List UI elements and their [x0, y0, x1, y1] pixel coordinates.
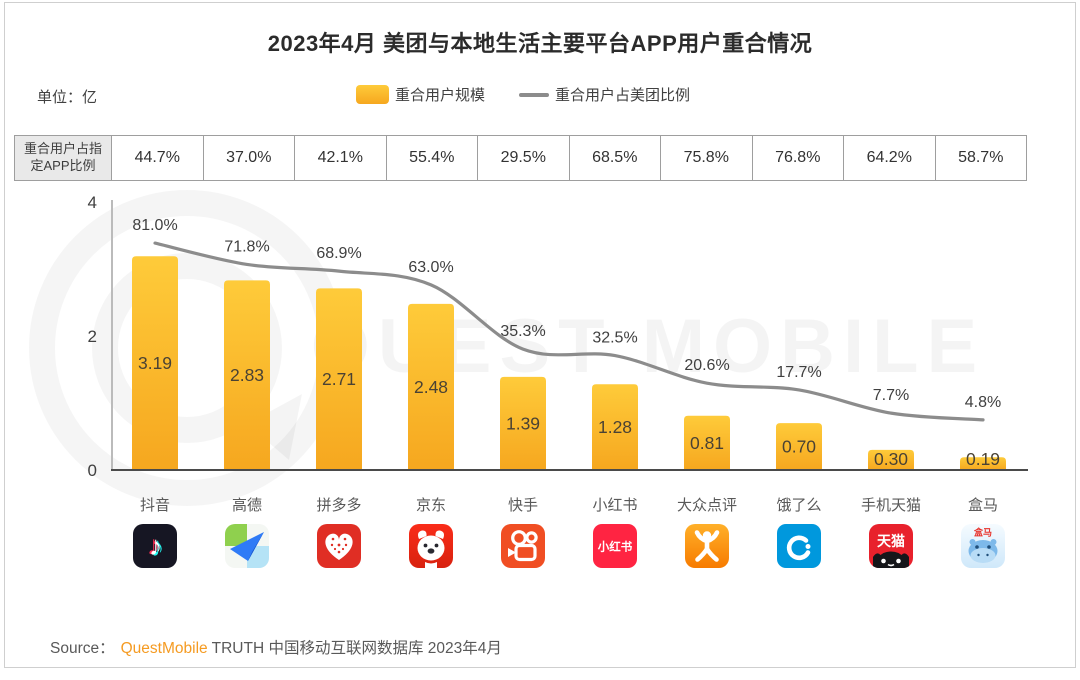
line-value-label: 20.6% [684, 357, 729, 374]
line-value-label: 63.0% [408, 259, 453, 276]
legend-bar-label: 重合用户规模 [395, 87, 486, 104]
bar-value-label: 1.39 [506, 413, 540, 433]
bar-value-label: 2.83 [230, 365, 264, 385]
bar-pinduoduo [316, 288, 362, 470]
legend-item-line: 重合用户占美团比例 [519, 84, 690, 105]
source-suffix: TRUTH 中国移动互联网数据库 2023年4月 [211, 640, 502, 657]
bar-value-label: 2.71 [322, 369, 356, 389]
category-label-hema: 盒马 [967, 497, 998, 514]
table-cell-pinduoduo: 42.1% [295, 135, 387, 181]
svg-text:盒马: 盒马 [973, 527, 992, 538]
table-values: 44.7% 37.0% 42.1% 55.4% 29.5% 68.5% 75.8% 76.8%… [112, 135, 1027, 181]
category-label-pinduoduo: 拼多多 [316, 497, 362, 514]
category-label-xiaohongshu: 小红书 [592, 497, 638, 514]
unit-label: 单位：亿 [37, 89, 98, 106]
line-value-label: 17.7% [776, 364, 821, 381]
bar-kuaishou [500, 376, 546, 470]
line-value-label: 71.8% [224, 238, 269, 255]
table-cell-jd: 55.4% [386, 135, 478, 181]
amap-app-icon [225, 524, 269, 568]
bar-jd [408, 303, 454, 470]
table-cell-kuaishou: 29.5% [478, 135, 570, 181]
bar-value-label: 0.19 [966, 449, 1000, 469]
svg-text:小红书: 小红书 [597, 540, 633, 554]
source-prefix: Source： [50, 640, 115, 657]
line-value-label: 81.0% [132, 217, 177, 234]
category-label-amap: 高德 [231, 497, 262, 514]
y-axis-tick-label: 2 [88, 327, 97, 346]
category-label-jd: 京东 [415, 497, 446, 514]
source-brand: QuestMobile [120, 640, 208, 657]
eleme-app-icon [777, 524, 821, 568]
category-label-kuaishou: 快手 [507, 497, 538, 514]
tmall-app-icon: 天猫 [869, 524, 913, 568]
category-label-tmall: 手机天猫 [860, 497, 921, 514]
bar-tmall [868, 449, 914, 470]
y-axis-tick-label: 4 [88, 193, 97, 212]
bar-series-swatch-icon [356, 85, 389, 104]
legend-line-label: 重合用户占美团比例 [555, 87, 691, 104]
line-value-label: 68.9% [316, 245, 361, 262]
bar-dianping [684, 415, 730, 470]
bar-xiaohongshu [592, 384, 638, 470]
svg-text:♪: ♪ [147, 531, 161, 561]
table-cell-xiaohongshu: 68.5% [569, 135, 661, 181]
xiaohongshu-app-icon: 小红书 [593, 524, 637, 568]
line-value-label: 35.3% [500, 323, 545, 340]
bar-hema [960, 457, 1006, 470]
line-value-label: 4.8% [965, 394, 1001, 411]
svg-text:♪: ♪ [151, 532, 165, 562]
overlap-ratio-table: 重合用户占指定APP比例 44.7% 37.0% 42.1% 55.4% 29.5% 68… [14, 135, 1027, 181]
bar-value-label: 0.30 [874, 449, 908, 469]
chart-title: 2023年4月 美团与本地生活主要平台APP用户重合情况 [267, 31, 813, 56]
bar-value-label: 3.19 [138, 353, 172, 373]
legend-item-bar: 重合用户规模 [356, 84, 485, 105]
bar-amap [224, 280, 270, 470]
y-axis-tick-label: 0 [88, 461, 97, 480]
table-cell-amap: 37.0% [203, 135, 295, 181]
source-line: Source： QuestMobile TRUTH 中国移动互联网数据库 2023年… [50, 636, 502, 658]
pinduoduo-app-icon [317, 524, 361, 568]
category-label-eleme: 饿了么 [776, 497, 822, 514]
bar-value-label: 1.28 [598, 417, 632, 437]
line-value-label: 7.7% [873, 387, 909, 404]
table-header-cell: 重合用户占指定APP比例 [14, 135, 112, 181]
bar-eleme [776, 423, 822, 470]
kuaishou-app-icon [501, 524, 545, 568]
category-label-dianping: 大众点评 [676, 497, 737, 514]
hema-app-icon: 盒马 [961, 524, 1005, 568]
svg-text:天猫: 天猫 [877, 533, 905, 549]
table-cell-dianping: 75.8% [661, 135, 753, 181]
bar-value-label: 0.70 [782, 437, 816, 457]
table-cell-tmall: 64.2% [844, 135, 936, 181]
overlap-ratio-line [153, 241, 985, 422]
bar-value-label: 0.81 [690, 433, 724, 453]
line-series-swatch-icon [519, 92, 550, 97]
table-cell-hema: 58.7% [935, 135, 1027, 181]
svg-text:♪: ♪ [149, 531, 163, 561]
table-cell-eleme: 76.8% [752, 135, 844, 181]
bar-value-label: 2.48 [414, 377, 448, 397]
legend: 重合用户规模 重合用户占美团比例 [356, 84, 690, 105]
table-cell-douyin: 44.7% [112, 135, 204, 181]
douyin-app-icon: ♪ ♪ ♪ [133, 524, 177, 568]
jd-app-icon [409, 524, 453, 568]
bar-douyin [132, 256, 178, 470]
line-value-label: 32.5% [592, 330, 637, 347]
dianping-app-icon [685, 524, 729, 568]
category-label-douyin: 抖音 [139, 497, 170, 514]
